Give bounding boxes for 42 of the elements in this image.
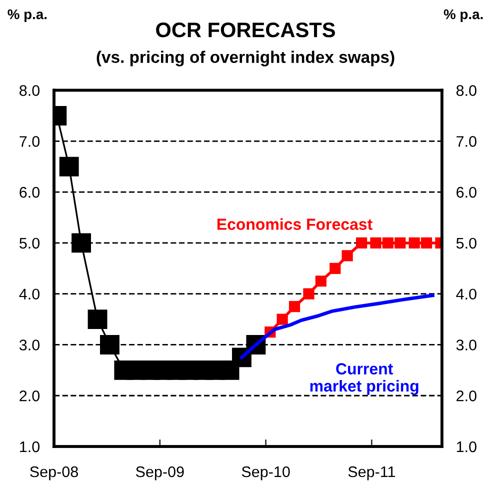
y2-tick-label: 2.0	[456, 390, 476, 402]
point	[303, 288, 314, 300]
y2-axis-title: % p.a.	[444, 9, 483, 22]
point	[276, 314, 288, 325]
y-tick-label: 7.0	[20, 136, 40, 147]
x-tick-label: Sep-11	[348, 466, 396, 480]
point	[356, 237, 368, 249]
point	[72, 233, 92, 253]
y-tick-label: 8.0	[20, 85, 40, 96]
x-tick-label: Sep-09	[136, 466, 184, 480]
chart-title: OCR FORECASTS	[156, 22, 335, 38]
y2-tick-label: 5.0	[456, 238, 476, 249]
point	[315, 276, 326, 287]
y2-tick-label: 8.0	[456, 85, 476, 96]
point	[382, 237, 394, 249]
point	[342, 250, 353, 262]
y2-tick-label: 4.0	[456, 288, 476, 300]
point	[59, 156, 79, 176]
x-tick-label: Sep-08	[30, 466, 78, 480]
point	[370, 237, 382, 249]
point	[420, 237, 432, 249]
point	[100, 335, 120, 354]
y2-tick-label: 6.0	[456, 186, 476, 198]
series-label: Economics Forecast	[217, 218, 372, 230]
y-tick-label: 3.0	[19, 340, 40, 350]
x-tick-label: Sep-10	[242, 466, 290, 480]
chart-subtitle: (vs. pricing of overnight index swaps)	[96, 50, 394, 66]
y2-tick-label: 3.0	[456, 340, 476, 350]
y2-tick-label: 7.0	[456, 136, 476, 147]
y-tick-label: 4.0	[19, 288, 40, 300]
y-axis-title: % p.a.	[8, 9, 47, 22]
point	[408, 237, 420, 249]
point	[330, 262, 341, 274]
y-tick-label: 1.0	[20, 441, 40, 452]
y-tick-label: 5.0	[19, 238, 40, 249]
point	[88, 310, 108, 330]
y2-tick-label: 1.0	[456, 441, 476, 452]
point	[288, 301, 300, 312]
y-tick-label: 2.0	[20, 390, 40, 402]
text: Current market pricing	[310, 363, 418, 395]
y-tick-label: 6.0	[20, 186, 40, 198]
point	[394, 237, 406, 249]
